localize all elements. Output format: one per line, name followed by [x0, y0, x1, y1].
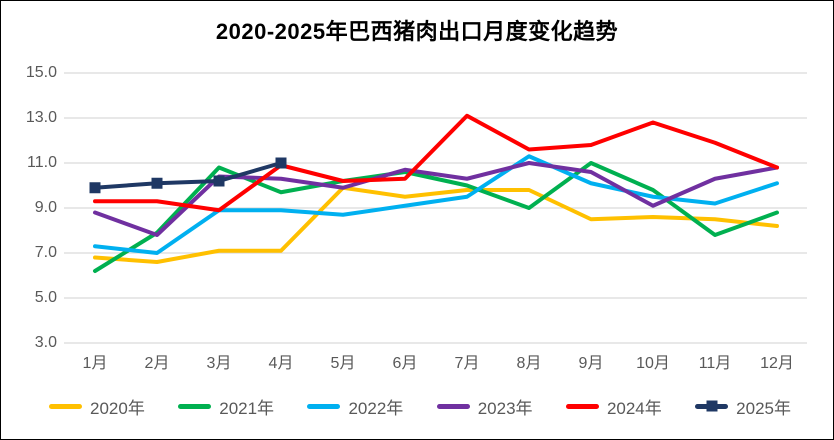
x-tick-4月: 4月: [268, 355, 294, 372]
legend-swatch-icon: [565, 403, 599, 409]
legend-label: 2025年: [736, 398, 791, 418]
y-tick-7.0: 7.0: [34, 244, 57, 261]
x-tick-9月: 9月: [578, 355, 604, 372]
x-tick-11月: 11月: [698, 355, 732, 372]
legend-item-2021年: 2021年: [178, 394, 274, 419]
series-line-2022年: [93, 154, 779, 255]
series-line-2023年: [93, 161, 779, 237]
legend-label: 2023年: [477, 398, 533, 418]
legend-item-2023年: 2023年: [436, 394, 533, 419]
y-tick-15.0: 15.0: [25, 64, 57, 81]
y-tick-13.0: 13.0: [25, 109, 57, 126]
legend-label: 2024年: [606, 398, 662, 418]
series-line-2020年: [93, 185, 779, 264]
y-tick-11.0: 11.0: [27, 154, 57, 171]
x-tick-3月: 3月: [206, 355, 232, 372]
x-tick-2月: 2月: [144, 355, 170, 372]
chart-title: 2020-2025年巴西猪肉出口月度变化趋势: [215, 19, 619, 44]
legend-swatch-icon: [695, 400, 729, 412]
legend-swatch-icon: [178, 403, 212, 409]
legend-swatch-icon: [436, 403, 470, 409]
marker-2025年-4月: [275, 157, 287, 169]
marker-2025年-3月: [213, 175, 225, 187]
marker-2025年-2月: [151, 177, 163, 189]
x-tick-6月: 6月: [392, 355, 418, 372]
legend-label: 2022年: [348, 398, 404, 418]
legend: 2020年 2021年 2022年 2023年 2024年 2025年: [49, 392, 791, 420]
legend-item-2024年: 2024年: [565, 394, 662, 419]
legend-item-2025年: 2025年: [695, 394, 791, 419]
marker-2025年-1月: [89, 182, 101, 194]
series-line-2024年: [93, 113, 779, 213]
x-tick-7月: 7月: [454, 355, 480, 372]
legend-item-2022年: 2022年: [307, 394, 403, 419]
x-tick-10月: 10月: [636, 355, 670, 372]
legend-swatch-icon: [49, 403, 82, 409]
x-tick-5月: 5月: [330, 355, 356, 372]
series-line-2025年: [93, 161, 283, 190]
legend-swatch-icon: [307, 403, 341, 409]
y-tick-3.0: 3.0: [34, 334, 57, 351]
legend-label: 2021年: [219, 398, 275, 418]
y-tick-5.0: 5.0: [34, 289, 57, 306]
x-tick-8月: 8月: [516, 355, 542, 372]
y-tick-9.0: 9.0: [34, 199, 57, 216]
x-tick-1月: 1月: [82, 355, 108, 372]
legend-item-2020年: 2020年: [49, 394, 145, 419]
legend-square-marker-icon: [706, 400, 718, 412]
x-tick-12月: 12月: [760, 355, 794, 372]
legend-label: 2020年: [90, 398, 145, 418]
